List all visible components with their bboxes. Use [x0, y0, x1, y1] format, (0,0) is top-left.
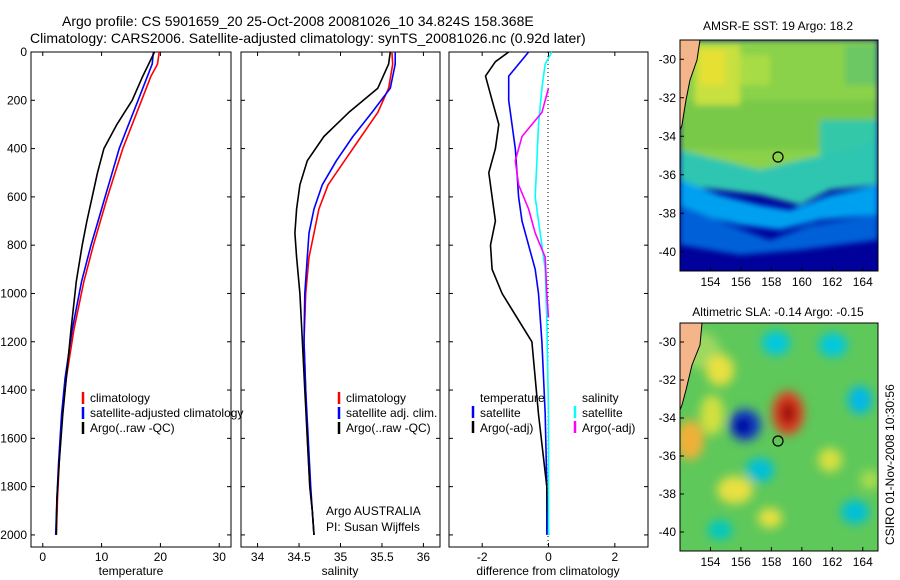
x-tick-label: 34	[251, 550, 265, 564]
map-x-tick-label: 164	[853, 275, 873, 289]
sla-map-title: Altimetric SLA: -0.14 Argo: -0.15	[692, 305, 864, 319]
figure-title-line1: Argo profile: CS 5901659_20 25-Oct-2008 …	[62, 13, 534, 29]
sst-map-title: AMSR-E SST: 19 Argo: 18.2	[703, 19, 853, 33]
map-x-tick-label: 158	[761, 275, 781, 289]
sla-map	[680, 323, 878, 551]
legend-heading-salinity: salinity	[582, 391, 619, 405]
legend-label-sal-satellite: satellite	[582, 406, 623, 420]
temperature-legend: climatology satellite-adjusted climatolo…	[81, 391, 243, 435]
sla-float-marker	[772, 435, 784, 447]
map-y-tick-label: -30	[659, 52, 677, 66]
map-y-tick-label: -40	[659, 245, 677, 259]
map-x-tick-label: 164	[853, 555, 873, 569]
csiro-timestamp: CSIRO 01-Nov-2008 10:30:56	[883, 384, 897, 545]
legend-heading-temperature: temperature	[480, 391, 545, 405]
y-tick-label: 1600	[0, 431, 27, 445]
map-y-tick-label: -36	[659, 449, 677, 463]
y-tick-label: 800	[7, 238, 27, 252]
x-tick-label: 20	[154, 550, 168, 564]
sla-map-frame	[679, 322, 879, 552]
x-axes: 0 10 20 30 34 34.5 35 35.5 36 -2 0 2	[39, 52, 618, 564]
series-line-temperature-argo-adj-	[484, 51, 550, 535]
x-tick-label: 0	[39, 550, 46, 564]
legend-label-temp-argo: Argo(-adj)	[480, 421, 533, 435]
salinity-legend: climatology satellite adj. clim. Argo(..…	[326, 391, 437, 534]
series-line-temperature-satellite	[507, 51, 548, 535]
salinity-panel	[240, 51, 441, 548]
map-x-tick-label: 162	[822, 555, 842, 569]
sst-float-marker	[772, 151, 784, 163]
series-line-argo-raw-qc-	[55, 51, 156, 535]
map-y-tick-label: -36	[659, 168, 677, 182]
y-tick-label: 1200	[0, 335, 27, 349]
sst-map-frame	[679, 39, 879, 272]
legend-label-satellite: satellite adj. clim.	[346, 406, 437, 420]
y-tick-label: 200	[7, 93, 27, 107]
map-x-tick-label: 162	[822, 275, 842, 289]
pi-label: PI: Susan Wijffels	[326, 520, 420, 534]
map-y-tick-label: -38	[659, 206, 677, 220]
argo-program-label: Argo AUSTRALIA	[326, 504, 421, 518]
series-line-argo-raw-qc-	[294, 51, 392, 535]
series-line-salinity-argo-adj-	[514, 87, 550, 318]
map-x-tick-label: 160	[792, 275, 812, 289]
series-line-satellite-adjusted-climatology	[54, 51, 155, 535]
x-tick-label: 34.5	[287, 550, 311, 564]
y-tick-label: 400	[7, 142, 27, 156]
depth-axis: 0 200 400 600 800 1000 1200 1400 1600 1800 2000	[0, 45, 648, 542]
difference-xlabel: difference from climatology	[476, 564, 619, 578]
y-tick-label: 0	[20, 45, 27, 59]
profile-curves	[54, 51, 553, 535]
map-y-tick-label: -40	[659, 525, 677, 539]
map-y-tick-label: -32	[659, 373, 677, 387]
legend-label-argo: Argo(..raw -QC)	[90, 421, 175, 435]
x-tick-label: 10	[95, 550, 109, 564]
y-tick-label: 1800	[0, 480, 27, 494]
map-x-tick-label: 154	[700, 275, 720, 289]
map-y-tick-label: -30	[659, 335, 677, 349]
sst-map	[680, 40, 878, 271]
x-tick-label: 36	[417, 550, 431, 564]
difference-legend: temperature satellite Argo(-adj) salinit…	[471, 391, 635, 435]
temperature-panel	[30, 51, 232, 548]
map-x-tick-label: 156	[731, 555, 751, 569]
series-line-satellite-adj-clim-	[303, 52, 397, 535]
y-tick-label: 1400	[0, 383, 27, 397]
legend-label-climatology: climatology	[90, 391, 150, 405]
map-x-tick-label: 158	[761, 555, 781, 569]
map-y-tick-label: -32	[659, 91, 677, 105]
y-tick-label: 600	[7, 190, 27, 204]
map-y-tick-label: -38	[659, 487, 677, 501]
salinity-xlabel: salinity	[322, 564, 359, 578]
legend-label-satellite: satellite-adjusted climatology	[90, 406, 243, 420]
map-x-tick-label: 154	[700, 555, 720, 569]
y-tick-label: 2000	[0, 528, 27, 542]
x-tick-label: 0	[545, 550, 552, 564]
map-y-tick-label: -34	[659, 129, 677, 143]
map-x-tick-label: 160	[792, 555, 812, 569]
x-tick-label: 2	[611, 550, 618, 564]
figure-title-line2: Climatology: CARS2006. Satellite-adjuste…	[30, 30, 586, 46]
sst-axis: 154 156 158 160 162 164 -30 -32 -34 -36 -38 -40	[659, 52, 873, 289]
x-tick-label: 30	[213, 550, 227, 564]
legend-label-sal-argo: Argo(-adj)	[582, 421, 635, 435]
series-line-salinity-satellite	[534, 51, 553, 535]
temperature-xlabel: temperature	[99, 564, 164, 578]
map-y-tick-label: -34	[659, 411, 677, 425]
legend-label-temp-satellite: satellite	[480, 406, 521, 420]
x-tick-label: 35.5	[370, 550, 394, 564]
y-tick-label: 1000	[0, 286, 27, 300]
sla-axis: 154 156 158 160 162 164 -30 -32 -34 -36 -38 -40	[659, 335, 873, 569]
x-tick-label: 35	[334, 550, 348, 564]
legend-label-argo: Argo(..raw -QC)	[346, 421, 431, 435]
x-tick-label: -2	[477, 550, 488, 564]
map-x-tick-label: 156	[731, 275, 751, 289]
legend-label-climatology: climatology	[346, 391, 406, 405]
